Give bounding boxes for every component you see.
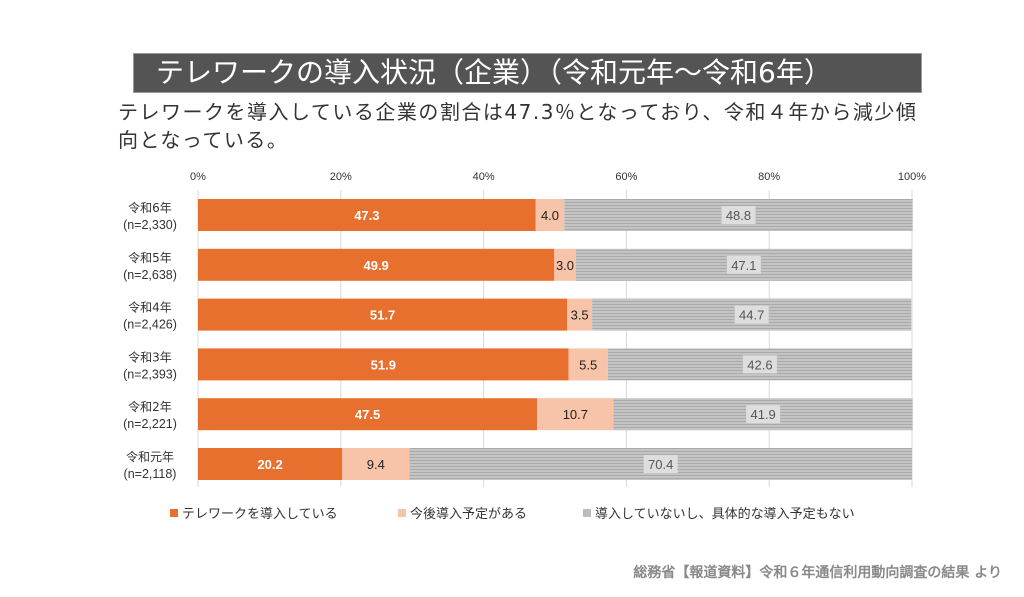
data-label: 10.7 [563, 407, 588, 422]
legend: テレワークを導入している 今後導入予定がある 導入していないし、具体的な導入予定もな… [170, 506, 855, 522]
data-label: 70.4 [648, 457, 673, 472]
x-tick-label: 40% [473, 171, 495, 183]
bar-introduced [198, 348, 569, 381]
y-category-label: 令和6年 [128, 200, 172, 215]
data-label: 3.5 [571, 308, 589, 323]
bar-introduced [198, 298, 568, 331]
x-tick-label: 100% [898, 171, 926, 183]
bar-planned [554, 248, 576, 281]
data-label: 3.0 [556, 258, 574, 273]
bar-introduced [198, 398, 538, 431]
y-category-label: 令和3年 [128, 349, 172, 364]
legend-label-not_planned: 導入していないし、具体的な導入予定もない [595, 506, 855, 522]
data-label: 4.0 [541, 208, 559, 223]
data-label-bg [746, 405, 781, 424]
chart-subtitle: テレワークを導入している企業の割合は47.3％となっており、令和４年から減少傾向… [118, 100, 918, 152]
y-category-label: 令和5年 [128, 250, 172, 265]
data-label: 51.7 [370, 308, 395, 323]
data-label: 51.9 [371, 357, 396, 372]
bars: 47.3 4.0 48.8 49.9 3.0 47.1 51.7 3.5 44.7 51.9 5.5… [198, 199, 913, 480]
data-label: 20.2 [257, 457, 282, 472]
x-tick-label: 60% [615, 171, 637, 183]
legend-swatch-introduced [170, 509, 178, 517]
data-label: 5.5 [579, 357, 597, 372]
x-axis-ticks: 0% 20% 40% 60% 80% 100% [190, 171, 926, 183]
source-note: 総務省【報道資料】令和６年通信利用動向調査の結果 より [633, 565, 1002, 581]
x-tick-label: 20% [330, 171, 352, 183]
data-label-bg [726, 255, 761, 274]
y-category-label: 令和元年 [126, 449, 174, 464]
chart-title: テレワークの導入状況（企業）（令和元年～令和6年） [133, 53, 922, 93]
bar-introduced [198, 199, 536, 231]
bar-planned [535, 199, 565, 231]
bar-introduced [198, 248, 555, 281]
data-label: 47.5 [355, 407, 380, 422]
y-category-sample-size: (n=2,221) [123, 417, 177, 431]
x-tick-label: 0% [190, 171, 206, 183]
bar-planned [568, 348, 608, 381]
y-category-sample-size: (n=2,426) [123, 318, 177, 332]
y-category-sample-size: (n=2,393) [123, 367, 177, 381]
y-category-sample-size: (n=2,638) [123, 268, 177, 282]
data-label: 48.8 [726, 208, 751, 223]
bar-planned [567, 298, 593, 331]
data-label: 41.9 [750, 407, 775, 422]
data-label-bg [742, 355, 777, 374]
x-tick-label: 80% [758, 171, 780, 183]
y-category-sample-size: (n=2,330) [123, 218, 177, 232]
y-category-label: 令和4年 [128, 300, 172, 315]
legend-swatch-not_planned [583, 509, 591, 517]
data-label: 44.7 [739, 308, 764, 323]
data-label: 47.1 [731, 258, 756, 273]
data-label: 9.4 [367, 457, 385, 472]
y-category-label: 令和2年 [128, 399, 172, 414]
gridlines [197, 190, 913, 487]
data-label-bg [721, 206, 756, 224]
data-label: 47.3 [354, 208, 379, 223]
data-label-bg [734, 305, 769, 324]
data-label: 42.6 [747, 357, 772, 372]
y-category-sample-size: (n=2,118) [124, 467, 177, 481]
bar-introduced [198, 448, 343, 480]
y-axis-labels: 令和6年 (n=2,330) 令和5年 (n=2,638) 令和4年 (n=2,426) 令… [123, 200, 177, 481]
legend-swatch-planned [398, 509, 406, 517]
data-label-bg [643, 455, 678, 473]
legend-label-planned: 今後導入予定がある [410, 506, 527, 522]
legend-label-introduced: テレワークを導入している [182, 507, 338, 522]
bar-planned [342, 448, 410, 480]
bar-planned [537, 398, 614, 431]
data-label: 49.9 [363, 258, 388, 273]
